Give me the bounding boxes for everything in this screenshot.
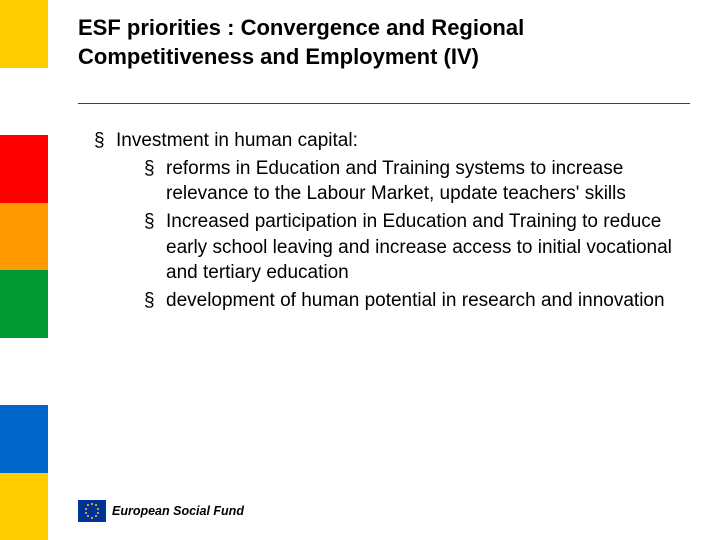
sidebar-block [0, 203, 48, 271]
bullet-item: Investment in human capital: reforms in … [94, 128, 690, 313]
sub-bullet-list: reforms in Education and Training system… [116, 156, 690, 314]
sub-bullet-item: reforms in Education and Training system… [144, 156, 690, 207]
sidebar-block [0, 473, 48, 540]
sidebar-color-strip [0, 0, 48, 540]
slide-title: ESF priorities : Convergence and Regiona… [78, 14, 690, 71]
sidebar-block [0, 68, 48, 136]
footer-text: European Social Fund [112, 504, 244, 518]
title-divider [78, 103, 690, 104]
sidebar-block [0, 270, 48, 338]
slide-content: ESF priorities : Convergence and Regiona… [48, 0, 720, 540]
sidebar-block [0, 405, 48, 473]
bullet-text: Investment in human capital: [116, 130, 358, 151]
sub-bullet-item: development of human potential in resear… [144, 288, 690, 314]
sidebar-block [0, 338, 48, 406]
eu-stars-icon [84, 503, 100, 519]
eu-flag-icon [78, 500, 106, 522]
sidebar-block [0, 0, 48, 68]
bullet-list: Investment in human capital: reforms in … [78, 128, 690, 313]
sidebar-block [0, 135, 48, 203]
slide-footer: European Social Fund [78, 500, 244, 522]
sub-bullet-item: Increased participation in Education and… [144, 209, 690, 286]
